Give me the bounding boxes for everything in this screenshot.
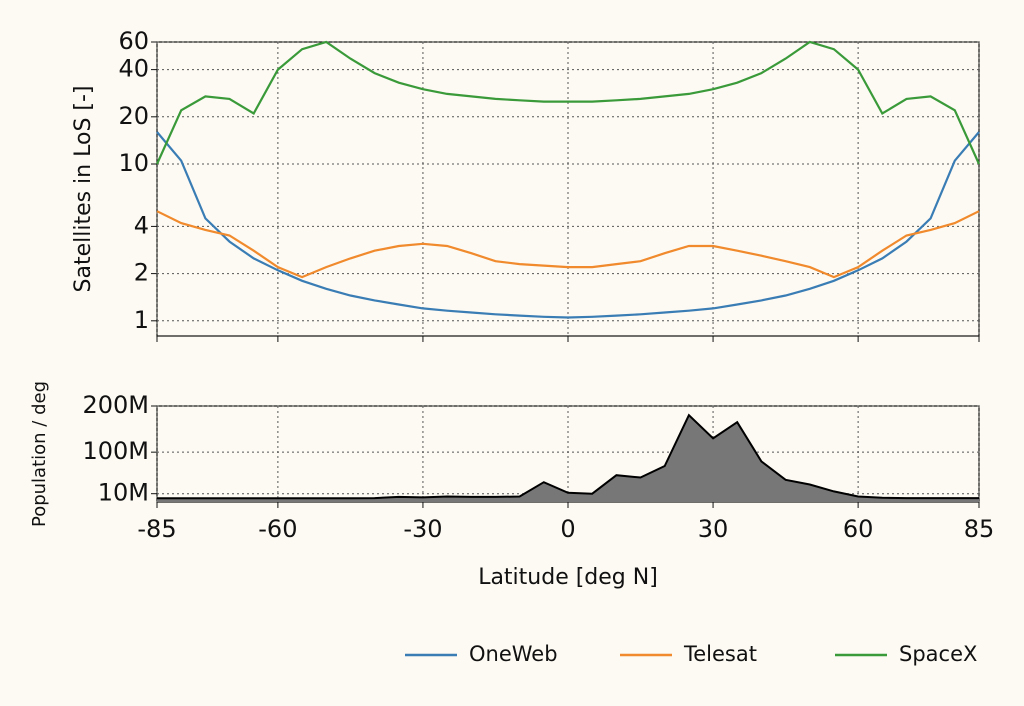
- line-series: [155, 40, 981, 165]
- y-tick-label: 200M: [82, 391, 149, 419]
- x-tick-label: 85: [964, 515, 995, 543]
- y-tick-label: 10: [118, 149, 149, 177]
- x-tick-label: -60: [258, 515, 297, 543]
- y-tick-label: 20: [118, 102, 149, 130]
- x-tick-label: 30: [698, 515, 729, 543]
- area-line: [157, 413, 979, 500]
- x-tick-label: -85: [137, 515, 176, 543]
- legend-label: OneWeb: [469, 642, 558, 666]
- y-tick-label: 10M: [98, 479, 149, 507]
- line-series: [156, 131, 980, 319]
- y-tick-label: 4: [134, 211, 149, 239]
- legend-label: SpaceX: [899, 642, 977, 666]
- y-tick-label: 1: [134, 306, 149, 334]
- y-axis-label: Population / deg: [29, 381, 50, 527]
- y-tick-label: 100M: [82, 437, 149, 465]
- y-tick-label: 2: [134, 259, 149, 287]
- x-tick-label: 0: [560, 515, 575, 543]
- line-series: [156, 210, 980, 279]
- y-tick-label: 60: [118, 27, 149, 55]
- legend-label: Telesat: [683, 642, 757, 666]
- y-axis-label: Satellites in LoS [-]: [71, 85, 96, 292]
- x-tick-label: -30: [403, 515, 442, 543]
- x-axis-label: Latitude [deg N]: [478, 565, 658, 590]
- area-fill: [157, 415, 979, 502]
- y-tick-label: 40: [118, 55, 149, 83]
- x-tick-label: 60: [843, 515, 874, 543]
